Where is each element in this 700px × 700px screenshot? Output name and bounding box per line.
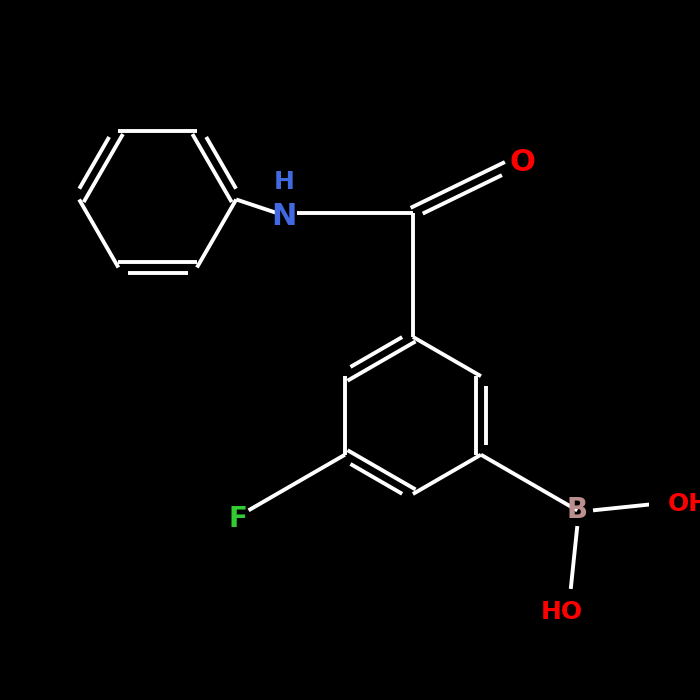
Text: F: F xyxy=(229,505,248,533)
Text: O: O xyxy=(510,148,536,177)
Text: OH: OH xyxy=(668,492,700,516)
Text: B: B xyxy=(567,496,588,524)
Text: HO: HO xyxy=(541,601,583,624)
Text: H: H xyxy=(274,170,295,194)
Text: N: N xyxy=(272,202,297,232)
